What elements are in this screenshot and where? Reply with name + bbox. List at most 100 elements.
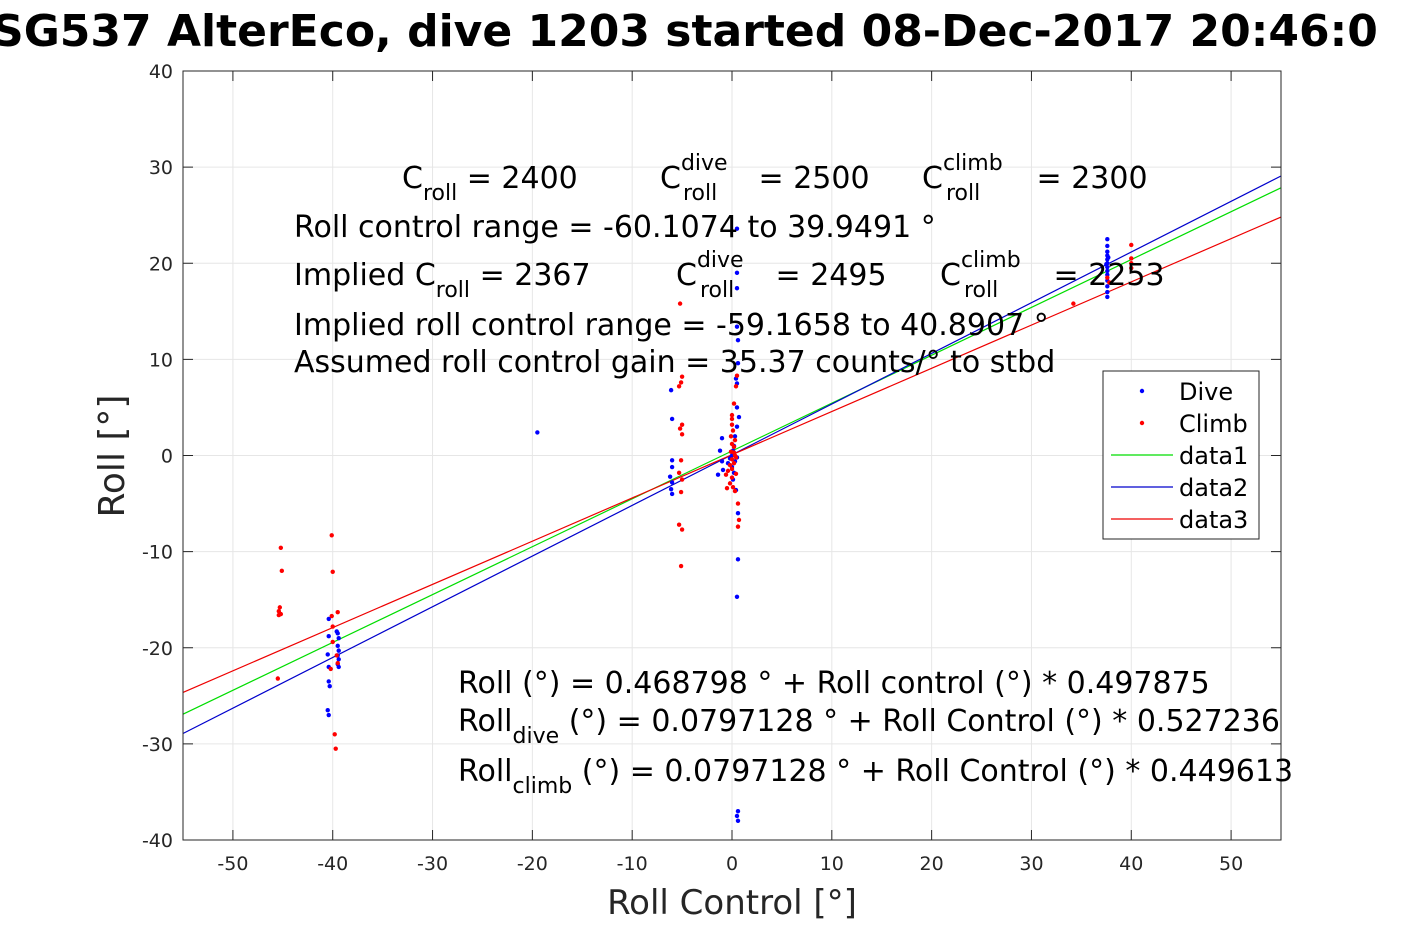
point-dive [1106,255,1111,260]
point-dive [736,414,742,420]
point-climb [679,477,685,482]
legend: Dive Climb data1 data2 data3 [1102,370,1260,540]
point-climb [1129,265,1134,271]
point-climb [733,384,739,389]
legend-marker-climb [1139,420,1145,426]
point-climb [330,624,335,629]
point-climb [735,501,741,506]
point-climb [1129,242,1134,248]
point-climb [276,612,282,618]
point-climb [679,432,685,437]
axis-ticks: -50 -40 -30 -20 -10 0 10 20 30 40 50 -40 -30 -20 -10 0 1… [142,61,1281,875]
y-tick-label: 10 [149,349,173,371]
point-dive [734,594,740,600]
point-climb [677,301,683,306]
x-tick-label: 30 [1019,853,1043,875]
point-dive [669,416,675,422]
point-dive [325,708,330,713]
point-dive [336,664,341,670]
point-climb [678,563,684,569]
point-dive [325,652,330,657]
point-climb [328,666,333,672]
legend-label-data2: data2 [1179,474,1248,502]
point-dive [1105,289,1110,295]
point-climb [734,373,740,378]
point-dive [336,635,341,641]
point-dive [336,648,341,653]
point-climb [723,472,729,477]
point-dive [334,629,339,634]
x-tick-label: 20 [920,853,944,875]
point-climb [1105,275,1110,280]
point-climb [277,605,283,610]
annotation-implied-c-roll: Implied Croll = 2367 [294,258,591,303]
y-tick-label: -20 [142,638,173,660]
point-climb [1129,261,1134,266]
point-climb [732,488,738,494]
point-climb [729,466,735,472]
point-climb [731,444,737,450]
y-tick-label: 30 [149,157,173,179]
annotation-implied-c-dive: Cdive roll = 2495 [676,248,887,303]
point-dive [1105,237,1110,242]
point-dive [669,480,675,485]
chart-title: SG537 AlterEco, dive 1203 started 08-Dec… [0,6,1378,57]
point-climb [727,481,733,486]
point-climb [729,475,735,480]
point-dive [735,557,741,562]
point-dive [734,270,740,276]
x-tick-label: -20 [517,853,548,875]
annotation-c-roll: Croll = 2400 [402,161,578,206]
point-dive [735,818,741,823]
point-climb [733,471,739,476]
point-dive [1105,294,1110,300]
point-dive [1105,284,1110,289]
point-dive [734,405,740,410]
data-points [275,226,1134,823]
point-dive [1105,249,1110,254]
legend-entries: Dive Climb data1 data2 data3 [1111,378,1248,534]
point-dive [326,634,331,639]
x-tick-label: 10 [820,853,844,875]
x-tick-label: -40 [317,853,348,875]
point-climb [678,458,684,463]
annotation-gain: Assumed roll control gain = 35.37 counts… [294,345,1055,380]
x-tick-label: 50 [1219,853,1243,875]
point-dive [735,510,741,516]
point-climb [679,374,685,379]
annotation-range: Roll control range = -60.1074 to 39.9491… [294,210,936,245]
point-climb [725,468,731,474]
point-climb [731,401,737,406]
point-dive [735,808,741,814]
x-tick-label: -50 [217,853,248,875]
point-dive [719,459,725,464]
point-climb [735,524,741,529]
point-climb [278,545,284,550]
point-climb [676,470,682,476]
point-climb [330,639,335,645]
point-climb [730,485,736,490]
point-climb [1107,280,1112,285]
x-tick-label: 0 [726,853,738,875]
x-tick-label: 40 [1119,853,1143,875]
point-climb [334,653,339,658]
legend-label-climb: Climb [1179,410,1248,438]
point-dive [1105,243,1110,249]
x-axis-label: Roll Control [°] [607,883,857,923]
point-dive [1105,268,1110,274]
y-axis-label: Roll [°] [92,395,133,518]
point-climb [676,384,682,389]
point-climb [679,422,685,427]
point-climb [333,746,338,751]
legend-label-dive: Dive [1179,378,1233,406]
point-dive [326,712,331,718]
point-climb [676,522,682,527]
point-dive [668,387,674,393]
annotation-c-roll-dive: Cdive roll = 2500 [660,151,870,206]
point-dive [720,467,726,473]
annotation-implied-c-climb: Cclimb roll = 2253 [940,248,1165,303]
point-dive [669,464,675,470]
point-climb [732,437,738,443]
point-climb [275,676,281,681]
